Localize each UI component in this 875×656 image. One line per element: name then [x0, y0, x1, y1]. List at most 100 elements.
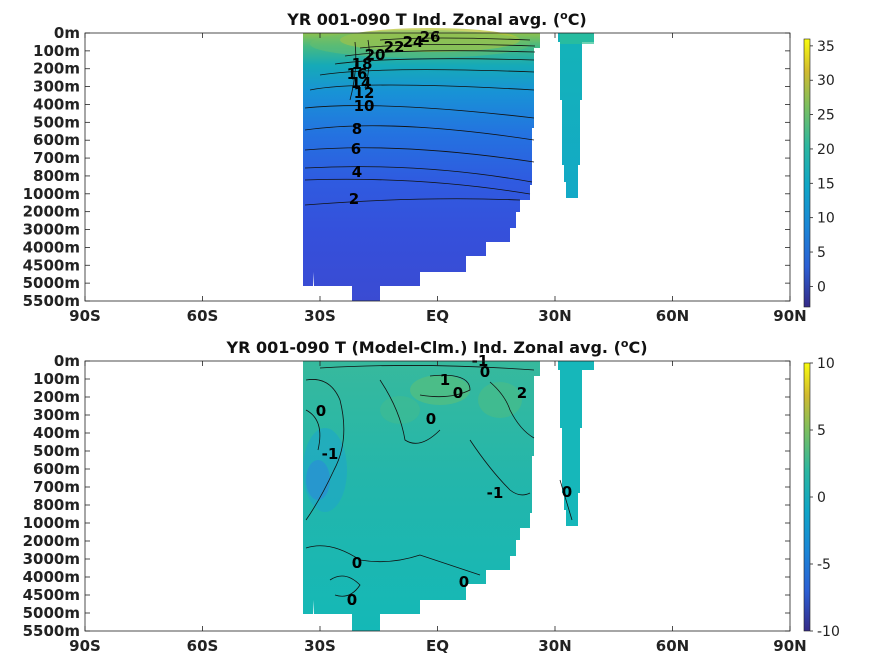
- y-tick-label: 5500m: [23, 622, 80, 640]
- x-tick-label: 90N: [773, 307, 806, 325]
- x-tick-label: 60S: [187, 307, 219, 325]
- contour-label: 2: [517, 384, 527, 402]
- contour-label: 18: [352, 55, 373, 73]
- y-tick-label: 4000m: [23, 238, 80, 256]
- y-tick-label: 500m: [33, 442, 80, 460]
- contour-label: 2: [349, 190, 359, 208]
- y-tick-label: 600m: [33, 460, 80, 478]
- colorbar-ticks: 10 5 0 -5 -10: [810, 356, 840, 640]
- contour-lines: [305, 365, 573, 597]
- contour-label: 8: [352, 120, 362, 138]
- y-tick-label: 0m: [54, 352, 80, 370]
- colorbar-gradient: [803, 362, 811, 632]
- contour-label: 0: [316, 402, 326, 420]
- colorbar-tick-label: 30: [817, 73, 835, 89]
- y-tick-label: 700m: [33, 149, 80, 167]
- contour-label: 0: [480, 363, 490, 381]
- colorbar-tick-label: 0: [817, 279, 826, 295]
- y-tick-label: 4500m: [23, 256, 80, 274]
- x-tick-label: EQ: [426, 307, 449, 325]
- colorbar-tick-label: 20: [817, 142, 835, 158]
- y-tick-label: 5000m: [23, 604, 80, 622]
- y-tick-label: 100m: [33, 42, 80, 60]
- x-axis: 90S 60S 30S EQ 30N 60N 90N: [69, 361, 807, 655]
- contour-label: 12: [354, 84, 375, 102]
- y-tick-label: 1000m: [23, 514, 80, 532]
- y-tick-label: 3000m: [23, 550, 80, 568]
- colorbar-tick-label: 10: [817, 356, 835, 372]
- contour-label: 14: [351, 74, 372, 92]
- y-tick-label: 800m: [33, 167, 80, 185]
- y-tick-label: 700m: [33, 478, 80, 496]
- contour-label: 10: [354, 97, 375, 115]
- contour-label: 1: [440, 371, 450, 389]
- contour-label: 20: [365, 46, 386, 64]
- y-tick-label: 4500m: [23, 586, 80, 604]
- colorbar: 35 30 25 20 15 10 5 0: [803, 38, 835, 308]
- y-tick-label: 600m: [33, 131, 80, 149]
- panel-temperature: YR 001-090 T Ind. Zonal avg. (oC): [23, 9, 835, 325]
- y-tick-label: 800m: [33, 496, 80, 514]
- contour-label: 24: [403, 33, 424, 51]
- contour-label: 16: [347, 65, 368, 83]
- x-tick-label: 60N: [656, 307, 689, 325]
- x-tick-label: EQ: [426, 637, 449, 655]
- colorbar-tick-label: 10: [817, 211, 835, 227]
- heatmap-field: [303, 28, 594, 301]
- y-tick-label: 400m: [33, 424, 80, 442]
- x-tick-label: 60N: [656, 637, 689, 655]
- x-tick-label: 90N: [773, 637, 806, 655]
- y-tick-label: 300m: [33, 78, 80, 96]
- y-tick-label: 300m: [33, 406, 80, 424]
- x-tick-label: 30S: [304, 307, 336, 325]
- panel-anomaly: YR 001-090 T (Model-Clm.) Ind. Zonal avg…: [23, 337, 840, 655]
- x-tick-label: 30N: [538, 637, 571, 655]
- colorbar-tick-label: 0: [817, 490, 826, 506]
- x-tick-label: 90S: [69, 307, 101, 325]
- y-tick-label: 2000m: [23, 203, 80, 221]
- contour-label: 0: [459, 573, 469, 591]
- x-tick-label: 30N: [538, 307, 571, 325]
- x-tick-label: 60S: [187, 637, 219, 655]
- colorbar-tick-label: 25: [817, 108, 835, 124]
- y-tick-label: 100m: [33, 370, 80, 388]
- y-tick-label: 500m: [33, 113, 80, 131]
- colorbar-gradient: [803, 38, 811, 308]
- colorbar-tick-label: 15: [817, 176, 835, 192]
- contour-label: 0: [426, 410, 436, 428]
- colorbar-tick-label: 5: [817, 423, 826, 439]
- contour-label: -1: [322, 445, 339, 463]
- contour-label: 0: [562, 483, 572, 501]
- y-tick-label: 5000m: [23, 274, 80, 292]
- colorbar-tick-label: 5: [817, 245, 826, 261]
- contour-label: 22: [384, 38, 405, 56]
- chart-title: YR 001-090 T (Model-Clm.) Ind. Zonal avg…: [225, 337, 647, 357]
- heatmap-field: [303, 361, 594, 631]
- y-axis: 0m100m200m300m400m500m600m700m800m1000m2…: [23, 352, 790, 640]
- y-tick-label: 200m: [33, 60, 80, 78]
- y-tick-label: 5500m: [23, 292, 80, 310]
- contour-label: 26: [420, 28, 441, 46]
- colorbar-tick-label: -5: [817, 557, 831, 573]
- contour-label: 0: [352, 554, 362, 572]
- contour-label: 6: [351, 140, 361, 158]
- y-tick-label: 1000m: [23, 185, 80, 203]
- contour-label: 0: [453, 384, 463, 402]
- y-tick-label: 0m: [54, 24, 80, 42]
- contour-label: 0: [347, 591, 357, 609]
- y-tick-label: 3000m: [23, 221, 80, 239]
- colorbar-tick-label: -10: [817, 624, 840, 640]
- colorbar-tick-label: 35: [817, 39, 835, 55]
- contour-label: -1: [487, 484, 504, 502]
- y-tick-label: 4000m: [23, 568, 80, 586]
- contour-label: 4: [352, 163, 362, 181]
- colorbar: 10 5 0 -5 -10: [803, 356, 840, 640]
- x-axis: 90S 60S 30S EQ 30N 60N 90N: [69, 33, 807, 325]
- y-tick-label: 400m: [33, 95, 80, 113]
- contour-labels: -1 0 1 0 2 0 0 -1 -1 0 0 0 0: [316, 352, 572, 609]
- x-tick-label: 90S: [69, 637, 101, 655]
- y-axis: 0m100m200m300m400m500m600m700m800m1000m2…: [23, 24, 790, 310]
- contour-lines: [304, 37, 536, 206]
- colorbar-ticks: 35 30 25 20 15 10 5 0: [810, 39, 835, 295]
